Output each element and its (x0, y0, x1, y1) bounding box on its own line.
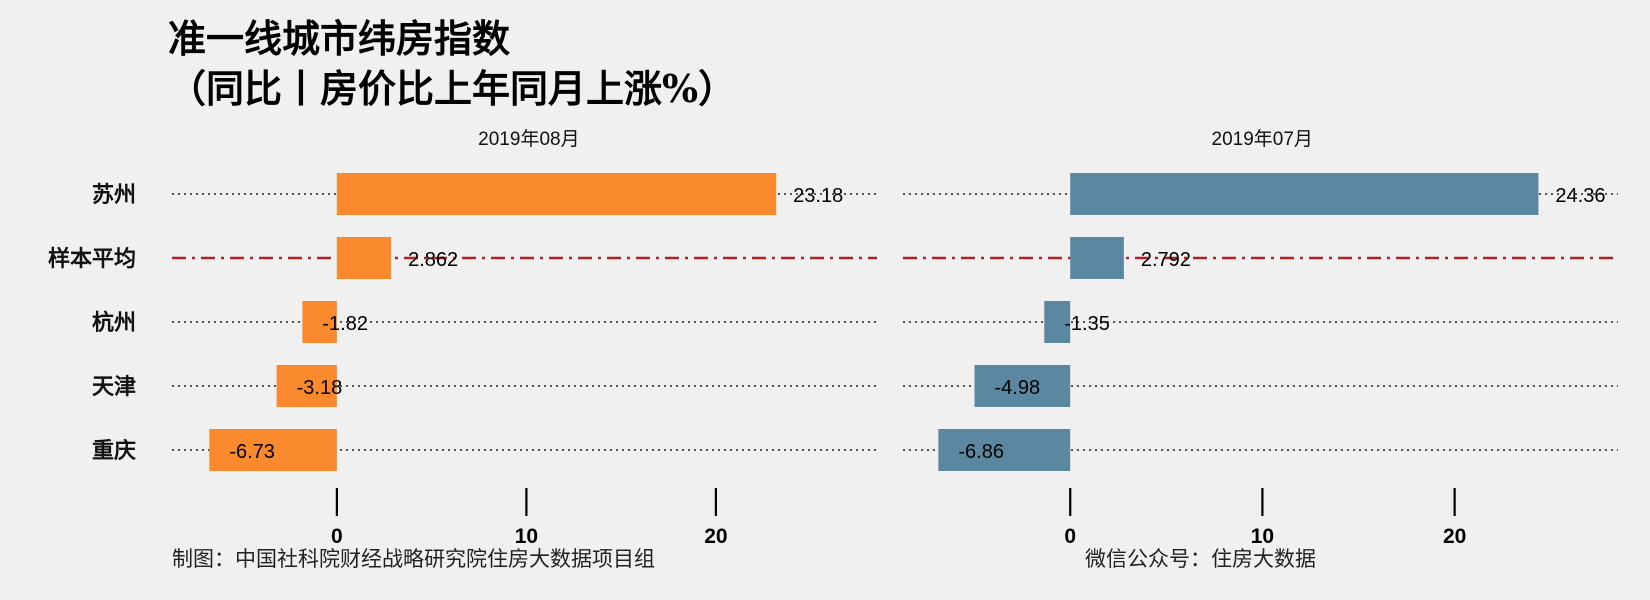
bar (336, 237, 392, 279)
data-label: -3.18 (297, 377, 343, 399)
x-tick-label: 20 (704, 525, 727, 548)
x-tick-label: 10 (1251, 525, 1274, 548)
category-label: 天津 (92, 374, 136, 400)
bar (209, 429, 337, 471)
data-label: -4.98 (995, 377, 1041, 399)
bar (302, 301, 337, 343)
chart-title: 准一线城市纬房指数 （同比丨房价比上年同月上涨%） (168, 14, 736, 114)
x-tick-label: 0 (1064, 525, 1076, 548)
panel-title: 2019年07月 (1212, 128, 1313, 150)
data-label: -6.86 (958, 441, 1004, 463)
bar (1070, 237, 1124, 279)
category-label: 苏州 (92, 182, 136, 208)
bar (336, 173, 777, 215)
category-label: 样本平均 (48, 246, 136, 272)
data-label: -1.35 (1064, 313, 1110, 335)
data-label: 2.792 (1141, 249, 1191, 271)
data-label: 24.36 (1555, 185, 1605, 207)
bar (1044, 301, 1071, 343)
x-tick-label: 20 (1443, 525, 1466, 548)
data-label: 23.18 (793, 185, 843, 207)
footer-credit: 制图：中国社科院财经战略研究院住房大数据项目组 (172, 547, 655, 571)
data-label: 2.862 (408, 249, 458, 271)
bar (276, 365, 337, 407)
panel-title: 2019年08月 (478, 128, 579, 150)
category-label: 重庆 (92, 438, 136, 464)
x-tick-label: 0 (331, 525, 343, 548)
data-label: -6.73 (229, 441, 275, 463)
bar (1070, 173, 1539, 215)
bar (938, 429, 1071, 471)
data-label: -1.82 (322, 313, 368, 335)
footer-wechat: 微信公众号：住房大数据 (1085, 547, 1316, 571)
chart-title-line2: （同比丨房价比上年同月上涨%） (168, 66, 737, 111)
x-tick-label: 10 (515, 525, 538, 548)
chart-title-line1: 准一线城市纬房指数 (168, 16, 511, 61)
category-label: 杭州 (92, 310, 136, 336)
bar (974, 365, 1071, 407)
